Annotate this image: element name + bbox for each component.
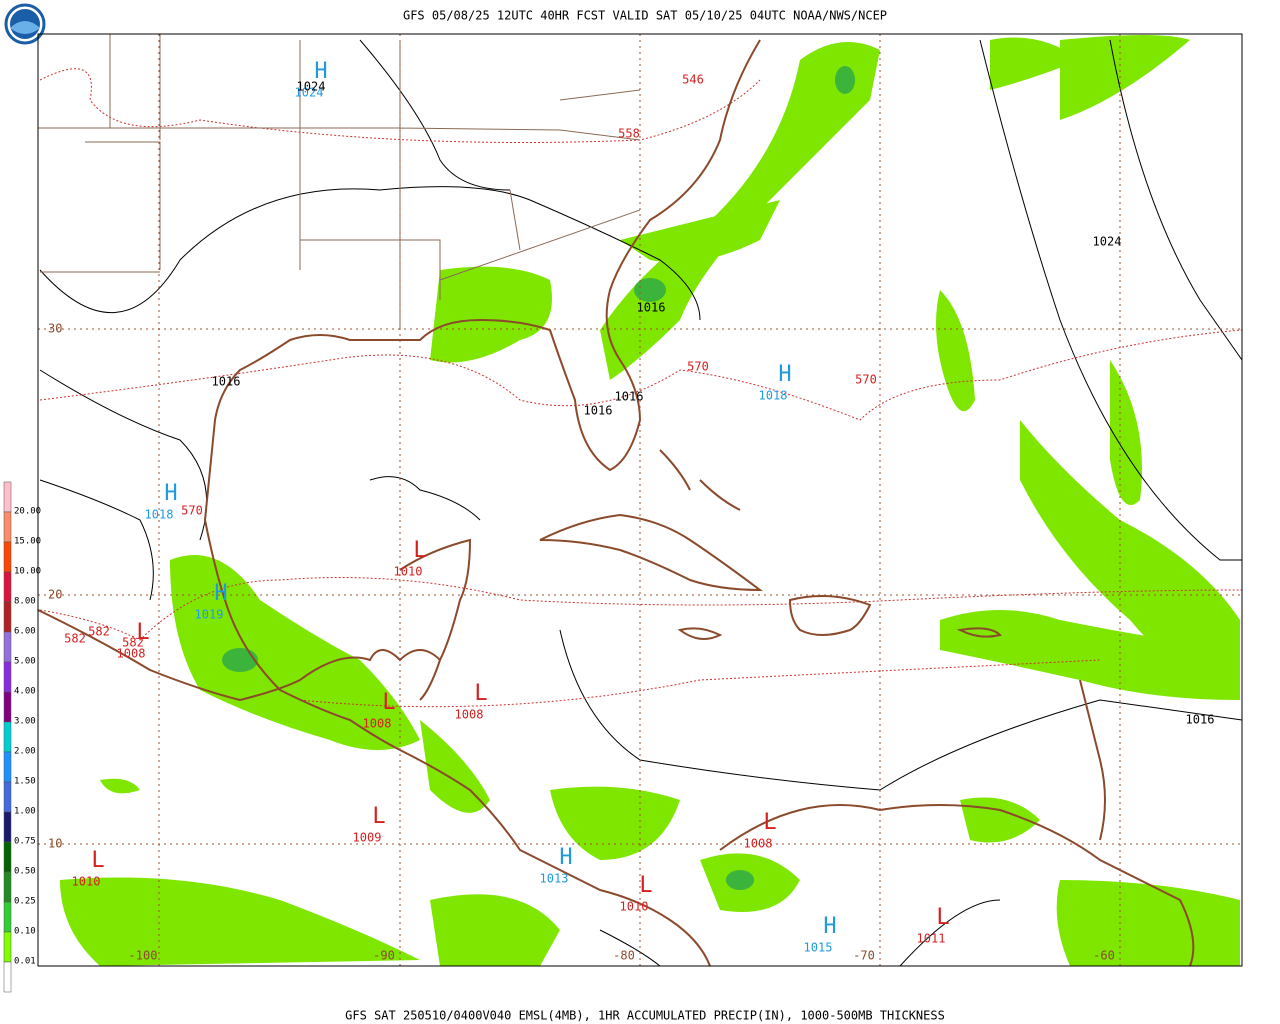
isobar-label: 1024	[297, 80, 326, 94]
lat-label: 30	[48, 322, 62, 336]
pressure-symbol: L	[372, 804, 385, 829]
pressure-symbol: H	[559, 845, 572, 870]
legend-swatch	[3, 781, 12, 813]
isobar-label: 1016	[637, 301, 666, 315]
pressure-symbol: L	[474, 681, 487, 706]
legend-swatch	[3, 961, 12, 993]
legend-label: 6.00	[14, 627, 36, 637]
legend-swatch	[3, 691, 12, 723]
legend-swatch	[3, 931, 12, 963]
title: GFS 05/08/25 12UTC 40HR FCST VALID SAT 0…	[403, 9, 887, 23]
thickness-label: 582	[88, 625, 110, 639]
pressure-value: 1008	[455, 708, 484, 722]
legend-swatch	[3, 571, 12, 603]
legend-swatch	[3, 841, 12, 873]
isobar-label: 1016	[212, 375, 241, 389]
lat-label: 20	[48, 588, 62, 602]
legend-label: 0.75	[14, 837, 36, 847]
thickness-label: 546	[682, 73, 704, 87]
legend-swatch	[3, 601, 12, 633]
thickness-label: 570	[687, 360, 709, 374]
isobar-label: 1016	[1186, 713, 1215, 727]
legend-swatch	[3, 871, 12, 903]
legend-swatch	[3, 541, 12, 573]
pressure-symbol: L	[136, 620, 149, 645]
pressure-value: 1011	[917, 932, 946, 946]
legend-label: 0.01	[14, 957, 36, 967]
legend-swatch	[3, 631, 12, 663]
thickness-label: 570	[855, 373, 877, 387]
pressure-symbol: L	[936, 905, 949, 930]
legend-label: 2.00	[14, 747, 36, 757]
map-frame: 30 20 10 -100 -90 -80 -70 -60	[37, 33, 1243, 967]
legend-swatch	[3, 751, 12, 783]
thickness-label: 582	[64, 632, 86, 646]
pressure-value: 1008	[363, 717, 392, 731]
pressure-symbol: L	[382, 690, 395, 715]
pressure-value: 1018	[145, 508, 174, 522]
pressure-value: 1018	[759, 389, 788, 403]
isobar-label: 1024	[1093, 235, 1122, 249]
isobar-label: 1016	[584, 404, 613, 418]
lon-label: -70	[853, 949, 875, 963]
pressure-value: 1010	[394, 565, 423, 579]
pressure-value: 1015	[804, 941, 833, 955]
legend-label: 1.50	[14, 777, 36, 787]
pressure-value: 1008	[744, 837, 773, 851]
footer-caption: GFS SAT 250510/0400V040 EMSL(4MB), 1HR A…	[345, 1009, 945, 1023]
legend-swatch	[3, 481, 12, 513]
legend-label: 4.00	[14, 687, 36, 697]
legend-label: 8.00	[14, 597, 36, 607]
pressure-symbol: L	[413, 538, 426, 563]
pressure-value: 1019	[195, 608, 224, 622]
legend-label: 3.00	[14, 717, 36, 727]
thickness-label: 570	[181, 504, 203, 518]
pressure-value: 1013	[540, 872, 569, 886]
lon-label: -60	[1093, 949, 1115, 963]
pressure-symbol: H	[214, 581, 227, 606]
thickness-lines	[39, 68, 1243, 708]
lat-lon-grid: 30 20 10 -100 -90 -80 -70 -60	[38, 34, 1242, 966]
pressure-symbol: H	[164, 481, 177, 506]
pressure-value: 1010	[620, 900, 649, 914]
legend-label: 15.00	[14, 537, 41, 547]
thickness-label: 558	[618, 127, 640, 141]
lon-label: -90	[373, 949, 395, 963]
legend-swatch	[3, 661, 12, 693]
legend-swatch	[3, 721, 12, 753]
legend-label: 0.25	[14, 897, 36, 907]
coastlines	[37, 34, 1195, 967]
pressure-value: 1009	[353, 831, 382, 845]
pressure-symbol: H	[778, 362, 791, 387]
legend-label: 0.50	[14, 867, 36, 877]
lon-label: -100	[129, 949, 158, 963]
pressure-value: 1010	[72, 875, 101, 889]
isobar-label: 1016	[615, 390, 644, 404]
isobars	[39, 39, 1243, 967]
legend-swatch	[3, 511, 12, 543]
lat-label: 10	[48, 837, 62, 851]
precip-legend: 20.00 15.00 10.00 8.00 6.00 5.00 4.00 3.00 2.00 1…	[3, 481, 41, 993]
map-border	[37, 33, 1243, 967]
pressure-symbol: H	[823, 914, 836, 939]
pressure-value: 1024	[295, 86, 324, 100]
legend-label: 0.10	[14, 927, 36, 937]
lon-label: -80	[613, 949, 635, 963]
legend-swatch	[3, 811, 12, 843]
noaa-logo	[4, 3, 46, 45]
legend-label: 1.00	[14, 807, 36, 817]
pressure-symbol: L	[639, 873, 652, 898]
map-labels: H1024H1018H1018H1019H1013H1015L1010L1008…	[64, 59, 1214, 955]
precip-areas	[60, 35, 1240, 966]
legend-label: 20.00	[14, 507, 41, 517]
pressure-symbol: H	[314, 59, 327, 84]
legend-swatch	[3, 901, 12, 933]
legend-label: 5.00	[14, 657, 36, 667]
pressure-value: 1008	[117, 647, 146, 661]
legend-label: 10.00	[14, 567, 41, 577]
thickness-label: 582	[122, 636, 144, 650]
pressure-symbol: L	[763, 810, 776, 835]
pressure-symbol: L	[91, 848, 104, 873]
